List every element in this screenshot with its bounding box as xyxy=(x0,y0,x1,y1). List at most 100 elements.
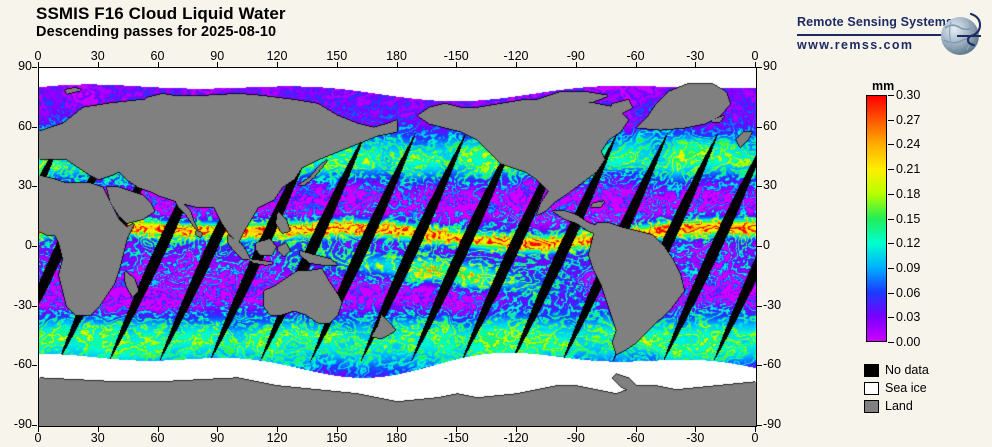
lat-tick-label-left: 30 xyxy=(18,178,32,193)
colorbar-tick-mark xyxy=(888,169,894,171)
lat-tick-label-right: 30 xyxy=(763,178,777,193)
lon-tick-mark xyxy=(97,62,99,67)
colorbar-tick-label: 0.24 xyxy=(896,137,921,152)
lat-tick-mark xyxy=(757,246,762,247)
legend-label: Sea ice xyxy=(885,381,927,395)
colorbar-tick-label: 0.03 xyxy=(896,310,921,325)
lat-tick-mark xyxy=(757,365,762,367)
logo-organization-name: Remote Sensing Systems xyxy=(797,15,954,29)
lat-tick-label-right: 60 xyxy=(763,118,777,133)
category-legend: No data Sea ice Land xyxy=(864,361,929,415)
lon-tick-label-top: 90 xyxy=(210,49,225,63)
legend-label: Land xyxy=(885,399,913,413)
logo-website-url: www.remss.com xyxy=(797,38,914,52)
title-primary: SSMIS F16 Cloud Liquid Water xyxy=(36,4,286,23)
legend-row: Land xyxy=(864,397,929,415)
lat-tick-mark xyxy=(757,305,762,307)
lat-tick-mark xyxy=(757,186,762,188)
lon-tick-mark xyxy=(755,427,756,432)
lon-tick-label-top: -90 xyxy=(566,49,585,63)
lat-tick-mark xyxy=(32,67,37,68)
lat-tick-mark xyxy=(32,365,37,367)
colorbar-tick-label: 0.00 xyxy=(896,335,921,349)
cloud-liquid-water-map[interactable] xyxy=(39,68,756,426)
colorbar-tick-label: 0.30 xyxy=(896,88,921,102)
lon-tick-label-bottom: 120 xyxy=(266,431,288,445)
lon-tick-label-top: 0 xyxy=(34,49,42,63)
globe-icon xyxy=(941,12,982,55)
lon-tick-mark xyxy=(755,62,756,67)
lon-tick-label-top: 120 xyxy=(266,49,288,63)
lat-tick-label-left: 60 xyxy=(18,118,32,133)
colorbar-tick-mark xyxy=(888,144,894,146)
legend-swatch xyxy=(864,381,879,395)
lat-tick-label-left: -90 xyxy=(13,417,32,431)
colorbar-tick-label: 0.21 xyxy=(896,162,921,177)
legend-swatch xyxy=(864,399,879,413)
lat-tick-label-right: 90 xyxy=(763,59,777,73)
remss-logo[interactable]: Remote Sensing Systems www.remss.com xyxy=(793,10,989,62)
legend-swatch xyxy=(864,363,879,377)
lon-tick-mark xyxy=(575,62,577,67)
map-plot-area[interactable] xyxy=(38,67,757,427)
legend-label: No data xyxy=(885,363,929,377)
lon-tick-label-top: -30 xyxy=(686,49,705,63)
lat-tick-mark xyxy=(32,305,37,307)
lon-tick-mark xyxy=(97,427,99,432)
legend-row: No data xyxy=(864,361,929,379)
lat-tick-mark xyxy=(757,67,762,68)
lat-tick-mark xyxy=(757,126,762,128)
colorbar-tick-mark xyxy=(888,193,894,195)
lon-tick-mark xyxy=(38,427,39,432)
lat-tick-mark xyxy=(757,425,762,426)
lat-tick-mark xyxy=(32,246,37,247)
lon-tick-label-top: 60 xyxy=(150,49,165,63)
lat-tick-label-right: -90 xyxy=(763,417,782,431)
lon-tick-mark xyxy=(336,62,338,67)
lon-tick-label-top: 150 xyxy=(326,49,348,63)
lon-tick-mark xyxy=(38,62,39,67)
lon-tick-label-top: 0 xyxy=(751,49,759,63)
colorbar-tick-mark xyxy=(888,267,894,269)
lon-tick-mark xyxy=(157,427,159,432)
colorbar-tick-label: 0.09 xyxy=(896,260,921,275)
legend-row: Sea ice xyxy=(864,379,929,397)
lon-tick-label-bottom: 180 xyxy=(386,431,407,445)
lon-tick-mark xyxy=(635,62,637,67)
lon-tick-mark xyxy=(635,427,637,432)
lat-tick-mark xyxy=(32,126,37,128)
colorbar-gradient xyxy=(866,95,887,342)
colorbar-tick-mark xyxy=(888,119,894,121)
lat-tick-label-right: -30 xyxy=(763,297,782,312)
colorbar-tick-label: 0.27 xyxy=(896,112,921,127)
lat-tick-label-left: 90 xyxy=(18,59,32,73)
lon-tick-label-bottom: 0 xyxy=(751,431,759,445)
lon-tick-mark xyxy=(516,427,517,432)
lon-tick-mark xyxy=(516,62,517,67)
lon-tick-label-bottom: 60 xyxy=(150,431,165,445)
lon-tick-label-top: 180 xyxy=(386,49,407,63)
lon-tick-mark xyxy=(456,427,458,432)
lon-tick-mark xyxy=(396,62,398,67)
lon-tick-label-bottom: 150 xyxy=(326,431,348,445)
colorbar-tick-mark xyxy=(888,95,894,96)
colorbar-unit-label: mm xyxy=(872,79,895,93)
colorbar-tick-label: 0.15 xyxy=(896,211,921,226)
colorbar-tick-label: 0.18 xyxy=(896,186,921,201)
page-title: SSMIS F16 Cloud Liquid Water Descending … xyxy=(36,4,286,40)
lon-tick-mark xyxy=(695,62,697,67)
colorbar-tick-label: 0.12 xyxy=(896,236,921,251)
colorbar-tick-mark xyxy=(888,292,894,294)
lon-tick-mark xyxy=(217,427,219,432)
colorbar-tick-mark xyxy=(888,317,894,319)
lon-tick-mark xyxy=(217,62,219,67)
lon-tick-label-bottom: 0 xyxy=(34,431,42,445)
lon-tick-label-bottom: -30 xyxy=(686,431,705,445)
lon-tick-label-bottom: 90 xyxy=(210,431,225,445)
lon-tick-mark xyxy=(157,62,159,67)
lon-tick-label-top: 30 xyxy=(90,49,105,63)
lon-tick-mark xyxy=(336,427,338,432)
lon-tick-label-top: -60 xyxy=(626,49,645,63)
colorbar-tick-mark xyxy=(888,218,894,220)
lon-tick-mark xyxy=(277,62,278,67)
